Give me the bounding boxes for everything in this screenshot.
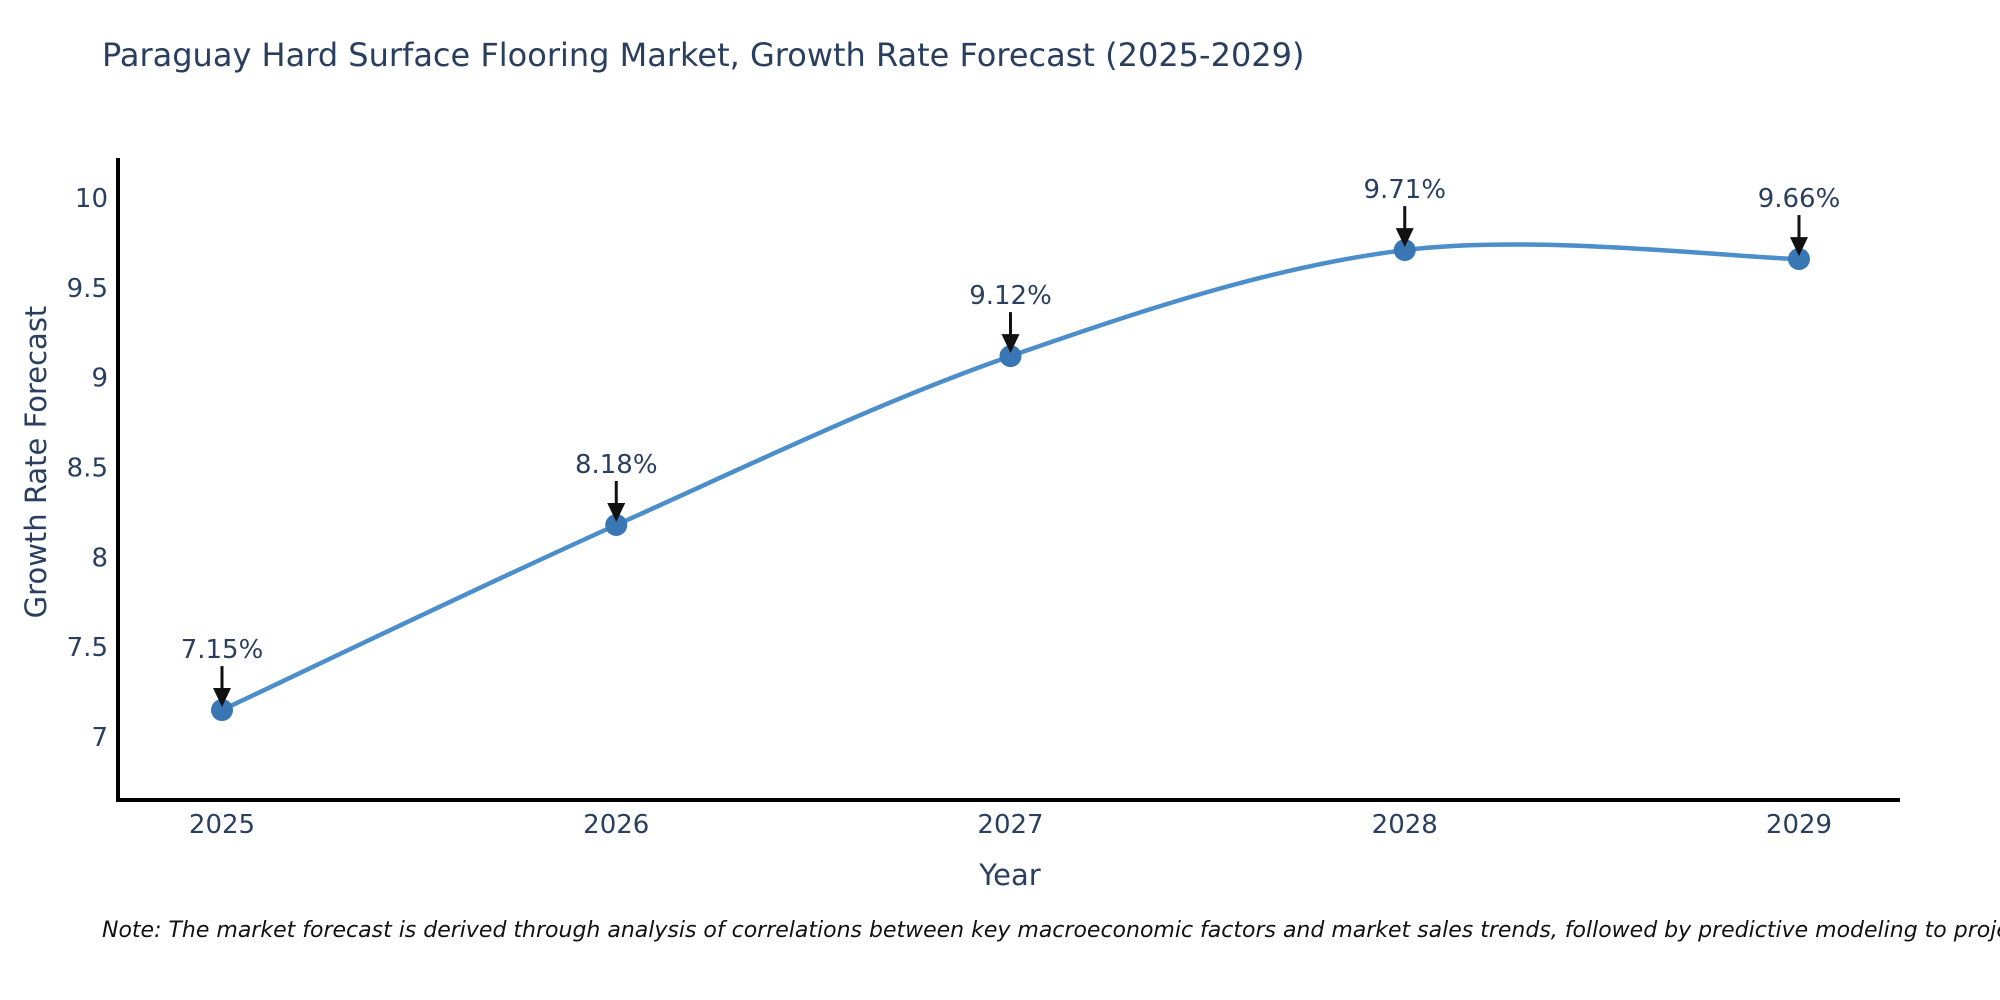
data-point-marker	[999, 345, 1022, 368]
point-annotation-label: 9.66%	[1758, 184, 1841, 214]
data-point-marker	[1788, 248, 1810, 271]
y-tick-label: 10	[75, 184, 108, 214]
point-annotation-label: 7.15%	[181, 635, 264, 665]
axis-lines	[116, 158, 1900, 802]
footnote: Note: The market forecast is derived thr…	[102, 918, 2000, 943]
point-annotation-label: 9.12%	[969, 281, 1052, 311]
y-tick-label: 9	[91, 364, 108, 394]
data-point-marker	[1393, 239, 1416, 262]
x-tick-label: 2027	[977, 810, 1043, 840]
point-annotation-label: 8.18%	[575, 450, 658, 480]
annotation-arrowhead	[1001, 334, 1020, 354]
data-point-marker	[605, 513, 628, 536]
annotation-arrowhead	[213, 688, 231, 708]
y-tick-label: 8.5	[67, 453, 108, 483]
chart-title: Paraguay Hard Surface Flooring Market, G…	[102, 36, 1305, 74]
x-tick-label: 2029	[1766, 810, 1832, 840]
x-tick-label: 2028	[1372, 810, 1438, 840]
y-tick-label: 8	[91, 543, 108, 573]
y-tick-label: 7.5	[67, 633, 108, 663]
data-point-marker	[211, 699, 233, 722]
x-tick-label: 2025	[189, 810, 255, 840]
y-tick-label: 7	[91, 723, 108, 753]
x-axis-title: Year	[979, 858, 1041, 892]
y-tick-label: 9.5	[67, 274, 108, 304]
annotation-arrowhead	[1790, 237, 1808, 257]
point-annotation-label: 9.71%	[1363, 175, 1446, 205]
x-tick-label: 2026	[583, 810, 649, 840]
annotation-arrowhead	[1395, 228, 1414, 248]
annotation-arrowhead	[607, 502, 626, 522]
